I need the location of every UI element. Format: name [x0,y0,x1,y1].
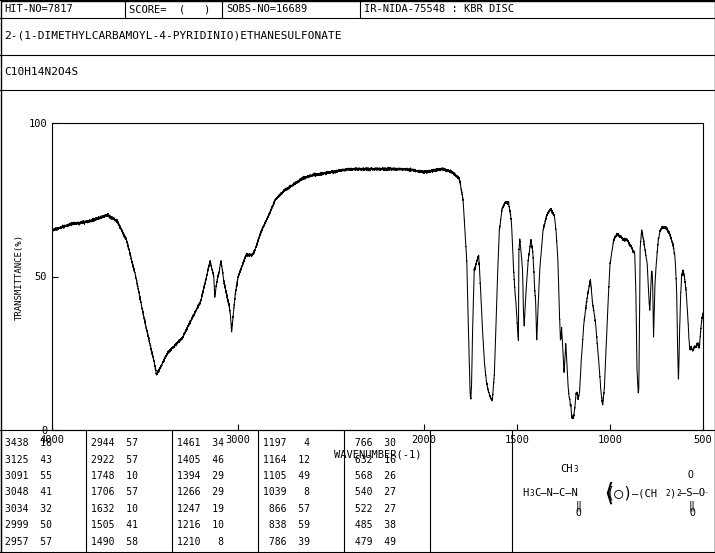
Text: 1266  29: 1266 29 [177,487,224,497]
Text: —S—O: —S—O [680,488,705,498]
Text: 2: 2 [665,489,670,498]
Text: 3048  41: 3048 41 [5,487,52,497]
Text: ): ) [669,488,675,498]
Text: ⁻: ⁻ [704,489,709,498]
Text: 2922  57: 2922 57 [91,455,138,465]
Text: HIT-NO=7817: HIT-NO=7817 [4,4,73,14]
Text: 766  30: 766 30 [349,438,396,448]
Text: 3091  55: 3091 55 [5,471,52,481]
Text: 1247  19: 1247 19 [177,504,224,514]
Text: 1164  12: 1164 12 [263,455,310,465]
Text: O: O [688,471,694,481]
Text: H: H [522,488,528,498]
Text: 568  26: 568 26 [349,471,396,481]
Text: 838  59: 838 59 [263,520,310,530]
Text: 786  39: 786 39 [263,536,310,546]
Text: 1197   4: 1197 4 [263,438,310,448]
Text: (○): (○) [606,486,633,501]
Text: 1461  34: 1461 34 [177,438,224,448]
Text: 3: 3 [574,465,578,474]
Text: O: O [576,509,582,519]
Text: 3034  32: 3034 32 [5,504,52,514]
Text: 2: 2 [676,489,681,498]
Text: 1039   8: 1039 8 [263,487,310,497]
Text: 866  57: 866 57 [263,504,310,514]
X-axis label: WAVENUMBER(-1): WAVENUMBER(-1) [334,449,421,459]
Text: 1490  58: 1490 58 [91,536,138,546]
Text: ⟨: ⟨ [601,482,616,505]
Text: CH: CH [560,465,573,474]
Text: 522  27: 522 27 [349,504,396,514]
Y-axis label: TRANSMITTANCE(%): TRANSMITTANCE(%) [15,233,24,320]
Text: ‖: ‖ [689,500,695,511]
Text: 540  27: 540 27 [349,487,396,497]
Text: 3125  43: 3125 43 [5,455,52,465]
Text: 3: 3 [529,489,533,498]
Text: 479  49: 479 49 [349,536,396,546]
Text: 1748  10: 1748 10 [91,471,138,481]
Text: 1394  29: 1394 29 [177,471,224,481]
Text: O: O [689,509,695,519]
Text: 1216  10: 1216 10 [177,520,224,530]
Text: 2944  57: 2944 57 [91,438,138,448]
Text: IR-NIDA-75548 : KBR DISC: IR-NIDA-75548 : KBR DISC [364,4,514,14]
Text: SOBS-NO=16689: SOBS-NO=16689 [226,4,307,14]
Text: ‖: ‖ [576,500,582,511]
Text: 1105  49: 1105 49 [263,471,310,481]
Text: C—N—C—N: C—N—C—N [534,488,578,498]
Text: 2999  50: 2999 50 [5,520,52,530]
Text: 1632  10: 1632 10 [91,504,138,514]
Text: C10H14N2O4S: C10H14N2O4S [4,67,78,77]
Text: 632  16: 632 16 [349,455,396,465]
Text: 2957  57: 2957 57 [5,536,52,546]
Text: 1210   8: 1210 8 [177,536,224,546]
Text: 485  38: 485 38 [349,520,396,530]
Text: 1405  46: 1405 46 [177,455,224,465]
Text: 1505  41: 1505 41 [91,520,138,530]
Text: SCORE=  (   ): SCORE= ( ) [129,4,210,14]
Text: 2-(1-DIMETHYLCARBAMOYL-4-PYRIDINIO)ETHANESULFONATE: 2-(1-DIMETHYLCARBAMOYL-4-PYRIDINIO)ETHAN… [4,31,342,41]
Text: 1706  57: 1706 57 [91,487,138,497]
Text: 3438  18: 3438 18 [5,438,52,448]
Text: —(CH: —(CH [632,488,657,498]
